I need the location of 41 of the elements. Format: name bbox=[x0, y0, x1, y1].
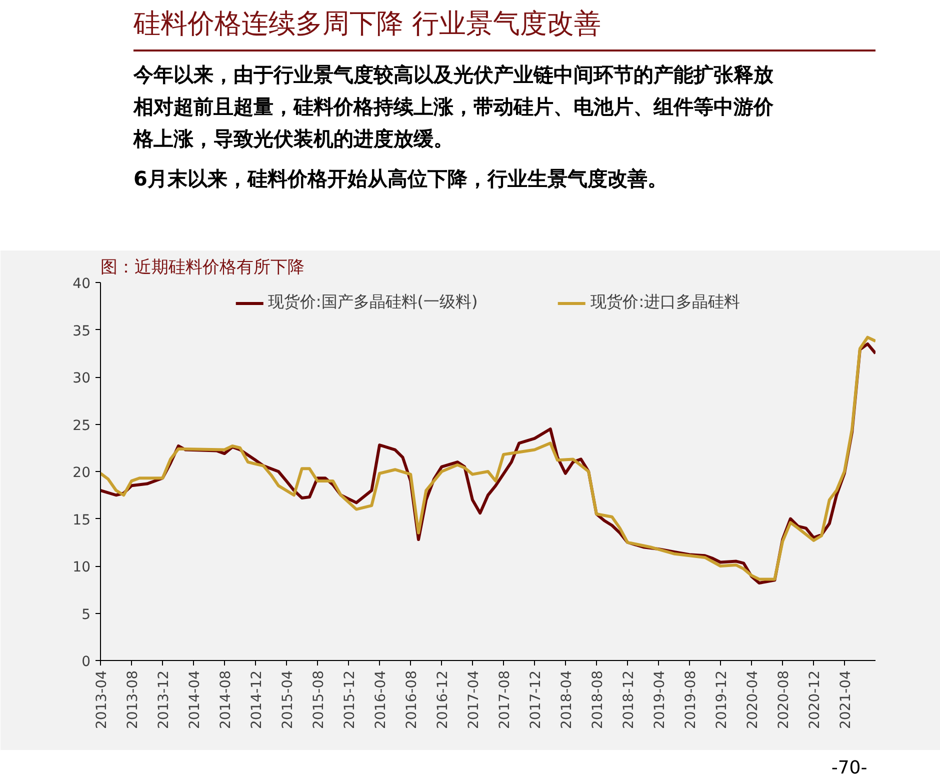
x-tick-label: 2018-08 bbox=[590, 670, 606, 729]
y-tick-label: 25 bbox=[72, 418, 91, 434]
x-tick-label: 2016-08 bbox=[404, 670, 420, 729]
text: 今年以来，由于行业景气度较高以及光伏产业链中间环节的产能扩张释放相对超前且超量，硅料价格持续上涨，带动硅片、电池片、组件等中游价格上涨，导致光伏装机的进度放缓。 bbox=[132, 62, 774, 150]
x-tick-label: 2019-04 bbox=[652, 670, 668, 729]
chart-title: 硅料价格连续多周下降 行业景气度改善 bbox=[132, 8, 602, 40]
x-tick-label: 2017-04 bbox=[466, 670, 482, 729]
y-tick-label: 20 bbox=[72, 465, 91, 481]
x-tick-label: 2013-08 bbox=[125, 670, 142, 729]
x-tick-label: 2016-04 bbox=[373, 670, 390, 729]
x-tick-label: 2020-04 bbox=[745, 670, 762, 729]
y-tick-label: 30 bbox=[72, 370, 91, 386]
x-tick-label: 2014-08 bbox=[218, 670, 234, 729]
text: 6月末以来，硅料价格开始从高位下降，行业生景气度改善。 bbox=[133, 166, 668, 190]
x-tick-label: 2020-12 bbox=[807, 670, 824, 729]
legend-label: 现货价:进口多晶硅料 bbox=[590, 292, 740, 313]
x-tick-label: 2019-12 bbox=[714, 670, 730, 729]
x-tick-label: 2015-08 bbox=[310, 670, 327, 729]
y-tick-label: 5 bbox=[82, 606, 91, 623]
y-tick-label: 0 bbox=[82, 654, 91, 670]
x-tick-label: 2017-08 bbox=[497, 670, 514, 729]
x-tick-label: 2019-08 bbox=[682, 670, 699, 729]
y-tick-label: 15 bbox=[72, 512, 91, 528]
x-tick-label: 2021-04 bbox=[838, 670, 854, 729]
legend-label: 现货价:国产多晶硅料(一级料) bbox=[268, 292, 478, 313]
chart-subtitle: 图：近期硅料价格有所下降 bbox=[100, 258, 304, 278]
x-tick-label: 2015-12 bbox=[342, 670, 358, 729]
x-tick-label: 2013-12 bbox=[156, 670, 172, 729]
y-tick-label: 40 bbox=[72, 276, 91, 292]
text: -70- bbox=[831, 758, 868, 778]
x-tick-label: 2014-04 bbox=[186, 670, 203, 729]
x-tick-label: 2020-08 bbox=[776, 670, 792, 729]
x-tick-label: 2016-12 bbox=[435, 670, 452, 729]
y-tick-label: 35 bbox=[72, 323, 91, 340]
x-tick-label: 2014-12 bbox=[249, 670, 266, 729]
x-tick-label: 2015-04 bbox=[280, 670, 296, 729]
x-tick-label: 2013-04 bbox=[94, 670, 110, 729]
x-tick-label: 2018-04 bbox=[558, 670, 575, 729]
x-tick-label: 2017-12 bbox=[528, 670, 544, 729]
x-tick-label: 2018-12 bbox=[621, 670, 638, 729]
y-tick-label: 10 bbox=[72, 560, 91, 576]
